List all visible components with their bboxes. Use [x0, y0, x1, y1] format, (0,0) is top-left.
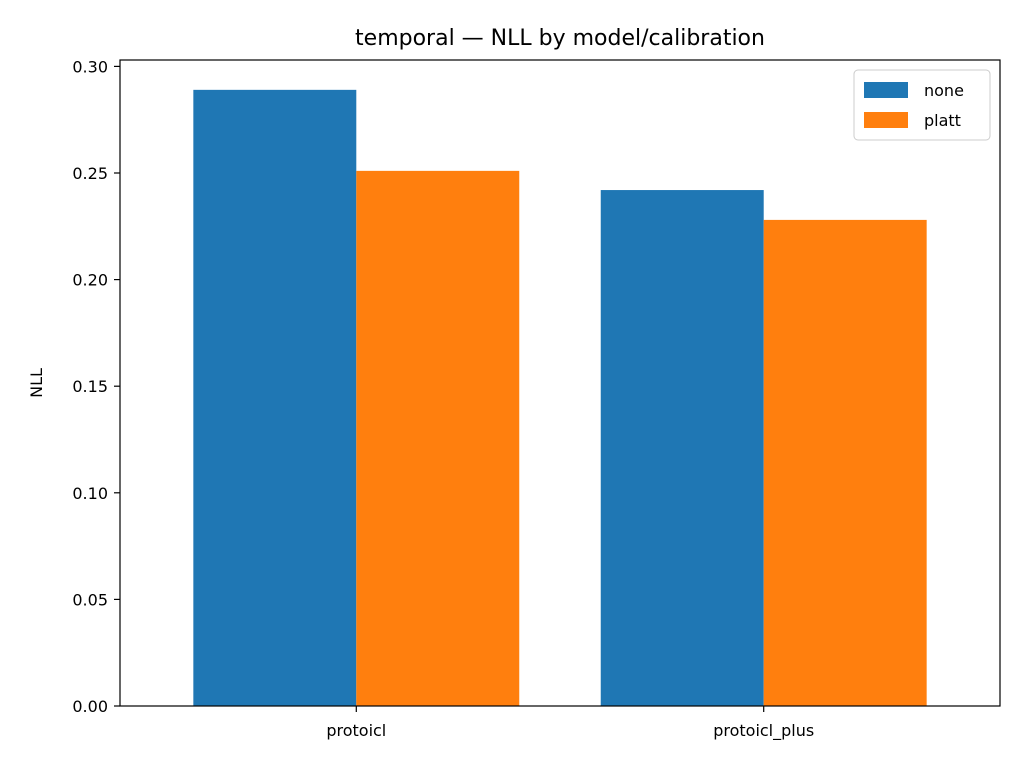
- legend-swatch-none: [864, 82, 908, 98]
- plot-frame: [119, 59, 1001, 707]
- legend-box: [853, 69, 991, 141]
- bar-none-protoicl_plus: [600, 190, 764, 707]
- y-tick-label: 0.00: [72, 697, 108, 716]
- bar-platt-protoicl_plus: [763, 219, 927, 706]
- legend-label-none: none: [924, 81, 964, 100]
- chart-title: temporal — NLL by model/calibration: [355, 26, 765, 51]
- y-tick-label: 0.25: [72, 164, 108, 183]
- y-tick-label: 0.10: [72, 484, 108, 503]
- y-tick-label: 0.20: [72, 271, 108, 290]
- y-tick-label: 0.05: [72, 590, 108, 609]
- y-axis-label: NLL: [27, 368, 46, 398]
- y-tick-label: 0.30: [72, 57, 108, 76]
- y-axis: 0.00 0.05 0.10 0.15 0.20 0.25 0.30: [72, 57, 120, 716]
- bar-platt-protoicl: [356, 170, 520, 706]
- legend-swatch-platt: [864, 112, 908, 128]
- x-tick-label: protoicl: [326, 721, 386, 740]
- legend: none platt: [853, 69, 991, 141]
- legend-label-platt: platt: [924, 111, 961, 130]
- bars-group: [193, 89, 927, 707]
- x-axis: protoicl protoicl_plus: [326, 706, 814, 741]
- x-tick-label: protoicl_plus: [713, 721, 814, 741]
- y-tick-label: 0.15: [72, 377, 108, 396]
- bar-none-protoicl: [193, 89, 357, 706]
